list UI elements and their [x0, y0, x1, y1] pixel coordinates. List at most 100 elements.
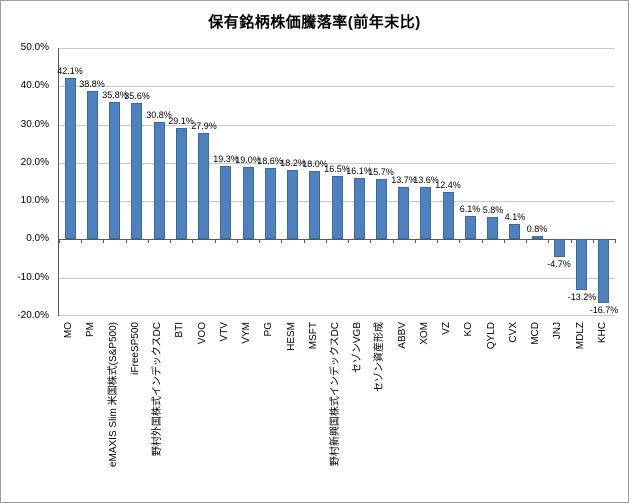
- category-tick: [393, 239, 394, 243]
- category-label: 野村外国株式インデックスDC: [152, 322, 163, 457]
- bar: [332, 176, 343, 240]
- category-tick: [215, 239, 216, 243]
- category-label: CVX: [508, 322, 519, 343]
- bar: [198, 132, 209, 240]
- bar: [243, 166, 254, 240]
- gridline: [59, 163, 615, 164]
- category-tick: [237, 239, 238, 243]
- category-tick: [192, 239, 193, 243]
- category-tick: [615, 239, 616, 243]
- bar-value-label: 16.5%: [324, 164, 350, 175]
- category-label: ABBV: [397, 322, 408, 349]
- y-tick-label: 50.0%: [20, 42, 49, 53]
- bar: [220, 165, 231, 240]
- y-tick-label: -10.0%: [17, 271, 49, 283]
- category-label: KHC: [597, 322, 608, 344]
- y-tick-label: 20.0%: [20, 156, 49, 168]
- bar-value-label: 0.8%: [526, 224, 548, 235]
- bar-value-label: 13.7%: [391, 174, 417, 185]
- bar-value-label: 12.4%: [435, 179, 461, 190]
- bar-value-label: 19.3%: [213, 153, 239, 164]
- gridline: [59, 125, 615, 126]
- bar: [176, 128, 187, 240]
- category-label: MDLZ: [575, 322, 586, 350]
- category-label: QYLD: [486, 322, 497, 350]
- bar-value-label: 29.1%: [168, 116, 194, 127]
- bar-value-label: 6.1%: [459, 204, 481, 215]
- category-tick: [59, 239, 60, 243]
- category-tick: [348, 239, 349, 243]
- category-tick: [170, 239, 171, 243]
- bar-value-label: 18.0%: [302, 158, 328, 169]
- gridline: [59, 278, 615, 279]
- category-label: XOM: [419, 322, 430, 345]
- bar: [87, 90, 98, 240]
- bar: [598, 239, 609, 304]
- category-label: MSFT: [308, 322, 319, 350]
- bar-value-label: -13.2%: [567, 291, 597, 302]
- y-tick-label: 0.0%: [26, 233, 49, 245]
- bar-value-label: 4.1%: [504, 211, 526, 222]
- category-label: VOO: [197, 322, 208, 345]
- bar-value-label: 27.9%: [191, 120, 217, 131]
- category-label: VYM: [241, 322, 252, 344]
- category-label: PG: [263, 322, 274, 337]
- bar: [265, 168, 276, 240]
- category-label: セゾン資産形成: [374, 322, 385, 392]
- category-tick: [437, 239, 438, 243]
- gridline: [59, 86, 615, 87]
- bar-value-label: 42.1%: [57, 66, 83, 77]
- bar-value-label: -16.7%: [589, 305, 619, 316]
- category-label: MCD: [530, 322, 541, 345]
- category-label: PM: [85, 322, 96, 337]
- category-label: iFreeSP500: [130, 322, 141, 375]
- bar: [465, 216, 476, 240]
- category-tick: [548, 239, 549, 243]
- category-tick: [571, 239, 572, 243]
- category-tick: [326, 239, 327, 243]
- bar: [154, 121, 165, 240]
- bar-value-label: 15.7%: [368, 167, 394, 178]
- category-label: MO: [63, 322, 74, 339]
- bar-value-label: 19.0%: [235, 154, 261, 165]
- bar: [398, 186, 409, 240]
- bar-value-label: -4.7%: [547, 259, 571, 270]
- category-tick: [593, 239, 594, 243]
- category-tick: [103, 239, 104, 243]
- zero-axis-line: [59, 239, 615, 240]
- bar-value-label: 35.8%: [102, 90, 128, 101]
- bar: [443, 191, 454, 240]
- category-tick: [504, 239, 505, 243]
- category-label: VTV: [219, 322, 230, 342]
- bar-value-label: 13.6%: [413, 175, 439, 186]
- bar-value-label: 5.8%: [482, 205, 504, 216]
- chart-title: 保有銘柄株価騰落率(前年末比): [208, 14, 421, 31]
- category-tick: [415, 239, 416, 243]
- category-label: HESM: [286, 322, 297, 351]
- bar: [487, 217, 498, 240]
- bar-value-label: 35.6%: [124, 91, 150, 102]
- y-tick-label: 30.0%: [20, 118, 49, 130]
- category-label: 野村新興国株式インデックスDC: [330, 322, 341, 467]
- bar: [131, 103, 142, 240]
- category-tick: [370, 239, 371, 243]
- bar: [420, 187, 431, 240]
- category-tick: [304, 239, 305, 243]
- bar: [287, 169, 298, 240]
- bar: [109, 102, 120, 240]
- x-axis-labels: MO PM eMAXIS Slim 米国株式(S&P500) iFreeSP500 野村…: [58, 320, 614, 500]
- category-tick: [126, 239, 127, 243]
- bar: [532, 236, 543, 240]
- bar: [376, 179, 387, 240]
- category-tick: [148, 239, 149, 243]
- bar: [576, 239, 587, 290]
- category-tick: [81, 239, 82, 243]
- y-tick-label: 40.0%: [20, 80, 49, 92]
- y-tick-label: -20.0%: [17, 310, 49, 321]
- category-label: eMAXIS Slim 米国株式(S&P500): [108, 322, 119, 468]
- bar-value-label: 16.1%: [346, 165, 372, 176]
- bar: [554, 239, 565, 258]
- bar: [354, 177, 365, 240]
- bar: [65, 78, 76, 240]
